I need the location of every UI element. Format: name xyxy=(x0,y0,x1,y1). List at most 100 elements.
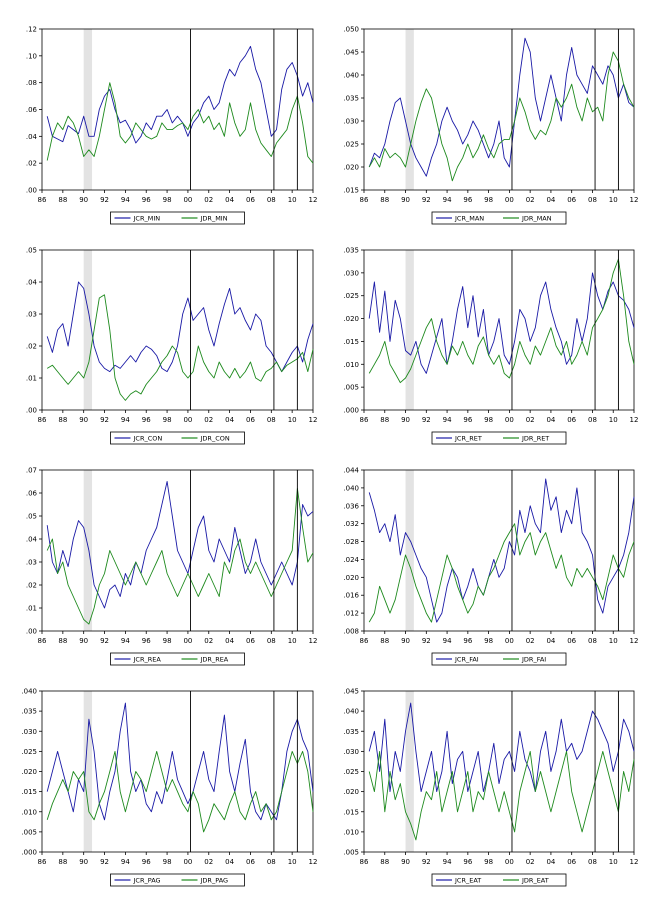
x-tick-label: 92 xyxy=(422,196,431,204)
x-tick-label: 94 xyxy=(121,416,130,424)
shaded-region xyxy=(83,470,93,631)
x-tick-label: 96 xyxy=(142,858,151,866)
chart-panel-3: .00 .01 .02 .03 .04 .05 86 88 90 92 94 96 98 00 02 04 06… xyxy=(26,247,317,445)
y-tick-label: .02 xyxy=(26,160,37,168)
shaded-region xyxy=(405,250,414,410)
y-tick-label: .030 xyxy=(343,118,359,126)
y-tick-label: .035 xyxy=(343,95,359,103)
legend-box xyxy=(110,211,245,225)
x-tick-label: 08 xyxy=(588,196,597,204)
x-tick-label: 90 xyxy=(401,416,410,424)
y-tick-label: .044 xyxy=(343,467,359,475)
y-tick-label: .028 xyxy=(343,538,359,546)
y-tick-label: .025 xyxy=(21,748,37,756)
legend-label: JDR_RET xyxy=(521,435,549,443)
x-tick-label: 98 xyxy=(484,858,493,866)
x-tick-label: 12 xyxy=(309,858,318,866)
x-tick-label: 94 xyxy=(443,637,452,645)
x-tick-label: 04 xyxy=(546,637,555,645)
x-tick-label: 98 xyxy=(484,196,493,204)
chart-panel-7: .000 .005 .010 .015 .020 .025 .030 .035 .040 86 88… xyxy=(21,688,317,887)
series-line-jcr-pag xyxy=(46,702,314,821)
y-tick-label: .12 xyxy=(26,26,37,34)
y-tick-label: .040 xyxy=(21,688,37,696)
y-tick-label: .015 xyxy=(343,338,359,346)
y-tick-label: .005 xyxy=(343,849,359,857)
x-tick-label: 10 xyxy=(288,416,297,424)
y-tick-label: .012 xyxy=(343,610,359,618)
y-tick-label: .020 xyxy=(343,315,359,323)
shaded-region xyxy=(405,29,414,190)
x-tick-label: 00 xyxy=(505,416,514,424)
x-tick-label: 88 xyxy=(380,858,389,866)
shaded-region xyxy=(83,250,93,410)
x-tick-label: 08 xyxy=(267,637,276,645)
x-tick-label: 86 xyxy=(360,858,369,866)
series-line-jcr-min xyxy=(46,45,314,144)
x-tick-label: 04 xyxy=(546,858,555,866)
chart-panel-5: .00 .01 .02 .03 .04 .05 .06 .07 86 88 90 92 94 96 98 00… xyxy=(26,467,317,666)
x-tick-label: 92 xyxy=(100,196,109,204)
y-tick-label: .04 xyxy=(26,133,38,141)
x-tick-label: 08 xyxy=(267,416,276,424)
legend-label: JDR_MIN xyxy=(200,215,228,223)
legend-label: JCR_CON xyxy=(133,435,163,443)
plot-frame xyxy=(363,690,635,853)
legend-label: JCR_EAT xyxy=(454,877,481,885)
y-tick-label: .07 xyxy=(26,467,37,475)
y-tick-label: .00 xyxy=(26,628,37,636)
x-tick-label: 86 xyxy=(360,637,369,645)
legend-label: JCR_MAN xyxy=(454,215,484,223)
y-tick-label: .050 xyxy=(343,26,359,34)
y-tick-label: .025 xyxy=(343,141,359,149)
legend-label: JCR_PAG xyxy=(133,877,161,885)
x-tick-label: 94 xyxy=(443,416,452,424)
x-tick-label: 88 xyxy=(58,196,67,204)
series-line-jcr-eat xyxy=(368,702,635,793)
x-tick-label: 10 xyxy=(288,858,297,866)
plot-frame xyxy=(41,469,314,632)
series-line-jdr-man xyxy=(368,51,635,182)
chart-panel-2: .015 .020 .025 .030 .035 .040 .045 .050 86 88 90 92… xyxy=(343,26,638,225)
legend-box xyxy=(110,873,245,887)
y-tick-label: .030 xyxy=(343,269,359,277)
x-tick-label: 98 xyxy=(484,637,493,645)
x-tick-label: 98 xyxy=(484,416,493,424)
series-line-jdr-ret xyxy=(368,258,635,384)
x-tick-label: 12 xyxy=(630,196,639,204)
y-tick-label: .030 xyxy=(21,728,37,736)
y-tick-label: .045 xyxy=(343,688,359,696)
y-tick-label: .020 xyxy=(343,574,359,582)
y-tick-label: .032 xyxy=(343,520,359,528)
legend-label: JDR_FAI xyxy=(521,656,546,664)
x-tick-label: 10 xyxy=(609,637,618,645)
legend-box xyxy=(431,873,567,887)
x-tick-label: 04 xyxy=(546,416,555,424)
y-tick-label: .030 xyxy=(343,748,359,756)
x-tick-label: 08 xyxy=(588,858,597,866)
x-tick-label: 96 xyxy=(463,196,472,204)
shaded-region xyxy=(405,691,414,852)
x-tick-label: 00 xyxy=(505,858,514,866)
y-tick-label: .05 xyxy=(26,513,37,521)
plot-frame xyxy=(41,28,314,191)
shaded-region xyxy=(83,29,93,190)
x-tick-label: 94 xyxy=(443,196,452,204)
series-line-jdr-min xyxy=(46,82,314,164)
y-tick-label: .01 xyxy=(26,375,37,383)
y-tick-label: .020 xyxy=(343,164,359,172)
x-tick-label: 02 xyxy=(526,637,535,645)
y-tick-label: .010 xyxy=(21,808,37,816)
x-tick-label: 08 xyxy=(267,196,276,204)
legend-label: JCR_FAI xyxy=(454,656,479,664)
x-tick-label: 10 xyxy=(609,858,618,866)
legend-label: JDR_PAG xyxy=(200,877,229,885)
x-tick-label: 00 xyxy=(183,416,192,424)
x-tick-label: 92 xyxy=(422,416,431,424)
plot-frame xyxy=(41,249,314,411)
x-tick-label: 12 xyxy=(630,416,639,424)
x-tick-label: 08 xyxy=(588,416,597,424)
y-tick-label: .040 xyxy=(343,72,359,80)
x-tick-label: 98 xyxy=(163,196,172,204)
x-tick-label: 96 xyxy=(463,637,472,645)
